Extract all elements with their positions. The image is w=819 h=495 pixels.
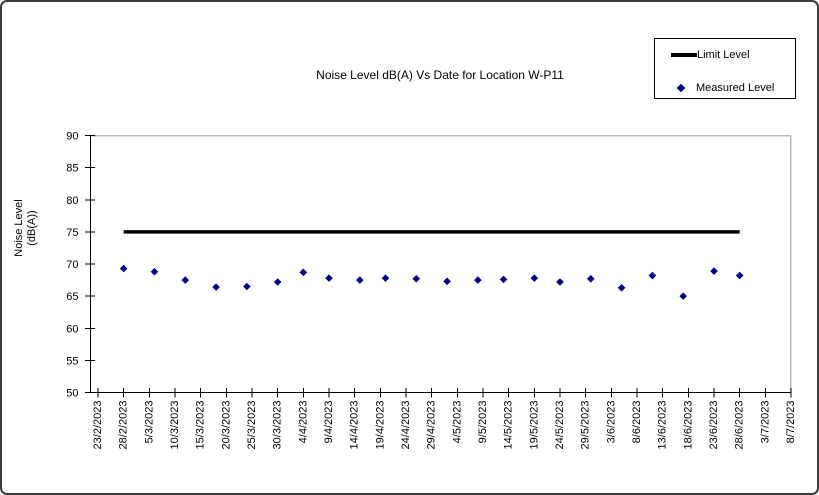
x-tick-label: 19/4/2023 [374,401,386,450]
x-tick-label: 24/5/2023 [554,401,566,450]
y-tick-label: 80 [66,195,78,207]
measured-point [735,271,744,280]
x-tick-label: 24/4/2023 [400,401,412,450]
legend-item-measured: Measured Level [676,81,795,94]
chart-title: Noise Level dB(A) Vs Date for Location W… [316,68,564,82]
measured-point [474,276,482,284]
x-tick-label: 14/5/2023 [503,401,515,450]
x-tick-label: 18/6/2023 [682,401,694,450]
x-tick-label: 10/3/2023 [169,401,181,450]
x-tick-label: 29/5/2023 [580,401,592,450]
x-tick-label: 3/6/2023 [605,401,617,444]
y-tick-label: 90 [66,131,78,143]
x-tick-label: 4/5/2023 [451,401,463,444]
x-tick-label: 8/6/2023 [631,401,643,444]
measured-point [556,278,564,286]
measured-point [710,267,718,275]
x-tick-label: 15/3/2023 [195,401,207,450]
x-tick-label: 8/7/2023 [785,401,797,444]
legend-measured-label: Measured Level [696,81,775,94]
x-tick-label: 3/7/2023 [759,401,771,444]
x-tick-label: 4/4/2023 [297,401,309,444]
x-tick-label: 23/6/2023 [708,401,720,450]
limit-line-swatch-icon [671,52,697,57]
y-tick-label: 70 [66,259,78,271]
x-tick-label: 28/6/2023 [734,401,746,450]
measured-point [530,274,539,282]
measured-point [412,274,421,283]
measured-point [587,274,595,283]
measured-point [617,283,626,292]
legend-item-limit: Limit Level [671,48,795,61]
x-tick-label: 29/4/2023 [426,401,438,450]
measured-point [273,278,282,286]
measured-point [381,274,390,282]
legend-limit-label: Limit Level [697,48,750,61]
y-tick-label: 65 [66,291,78,303]
x-tick-label: 5/3/2023 [143,401,155,444]
measured-point [499,275,508,284]
x-tick-label: 9/4/2023 [323,401,335,444]
measured-point [679,292,687,300]
y-tick-label: 85 [66,163,78,175]
y-tick-label: 50 [66,388,78,400]
measured-point [181,276,190,284]
y-tick-label: 60 [66,323,78,335]
x-tick-label: 9/5/2023 [477,401,489,444]
y-tick-label: 55 [66,355,78,367]
legend: Limit Level Measured Level [654,38,796,99]
measured-point [648,271,657,280]
measured-point [119,264,128,273]
measured-point [325,274,333,282]
x-tick-label: 19/5/2023 [528,401,540,450]
x-tick-label: 30/3/2023 [272,401,284,450]
x-tick-label: 13/6/2023 [657,401,669,450]
x-tick-label: 28/2/2023 [118,401,130,450]
measured-point [150,267,159,276]
x-tick-label: 25/3/2023 [246,401,258,450]
x-tick-label: 14/4/2023 [349,401,361,450]
x-tick-label: 23/2/2023 [92,401,104,450]
measured-point [356,276,364,284]
x-tick-label: 20/3/2023 [220,401,232,450]
measured-point [212,283,220,291]
measured-point [299,268,308,277]
measured-point [243,282,251,291]
measured-point [443,277,451,286]
y-tick-label: 75 [66,227,78,239]
